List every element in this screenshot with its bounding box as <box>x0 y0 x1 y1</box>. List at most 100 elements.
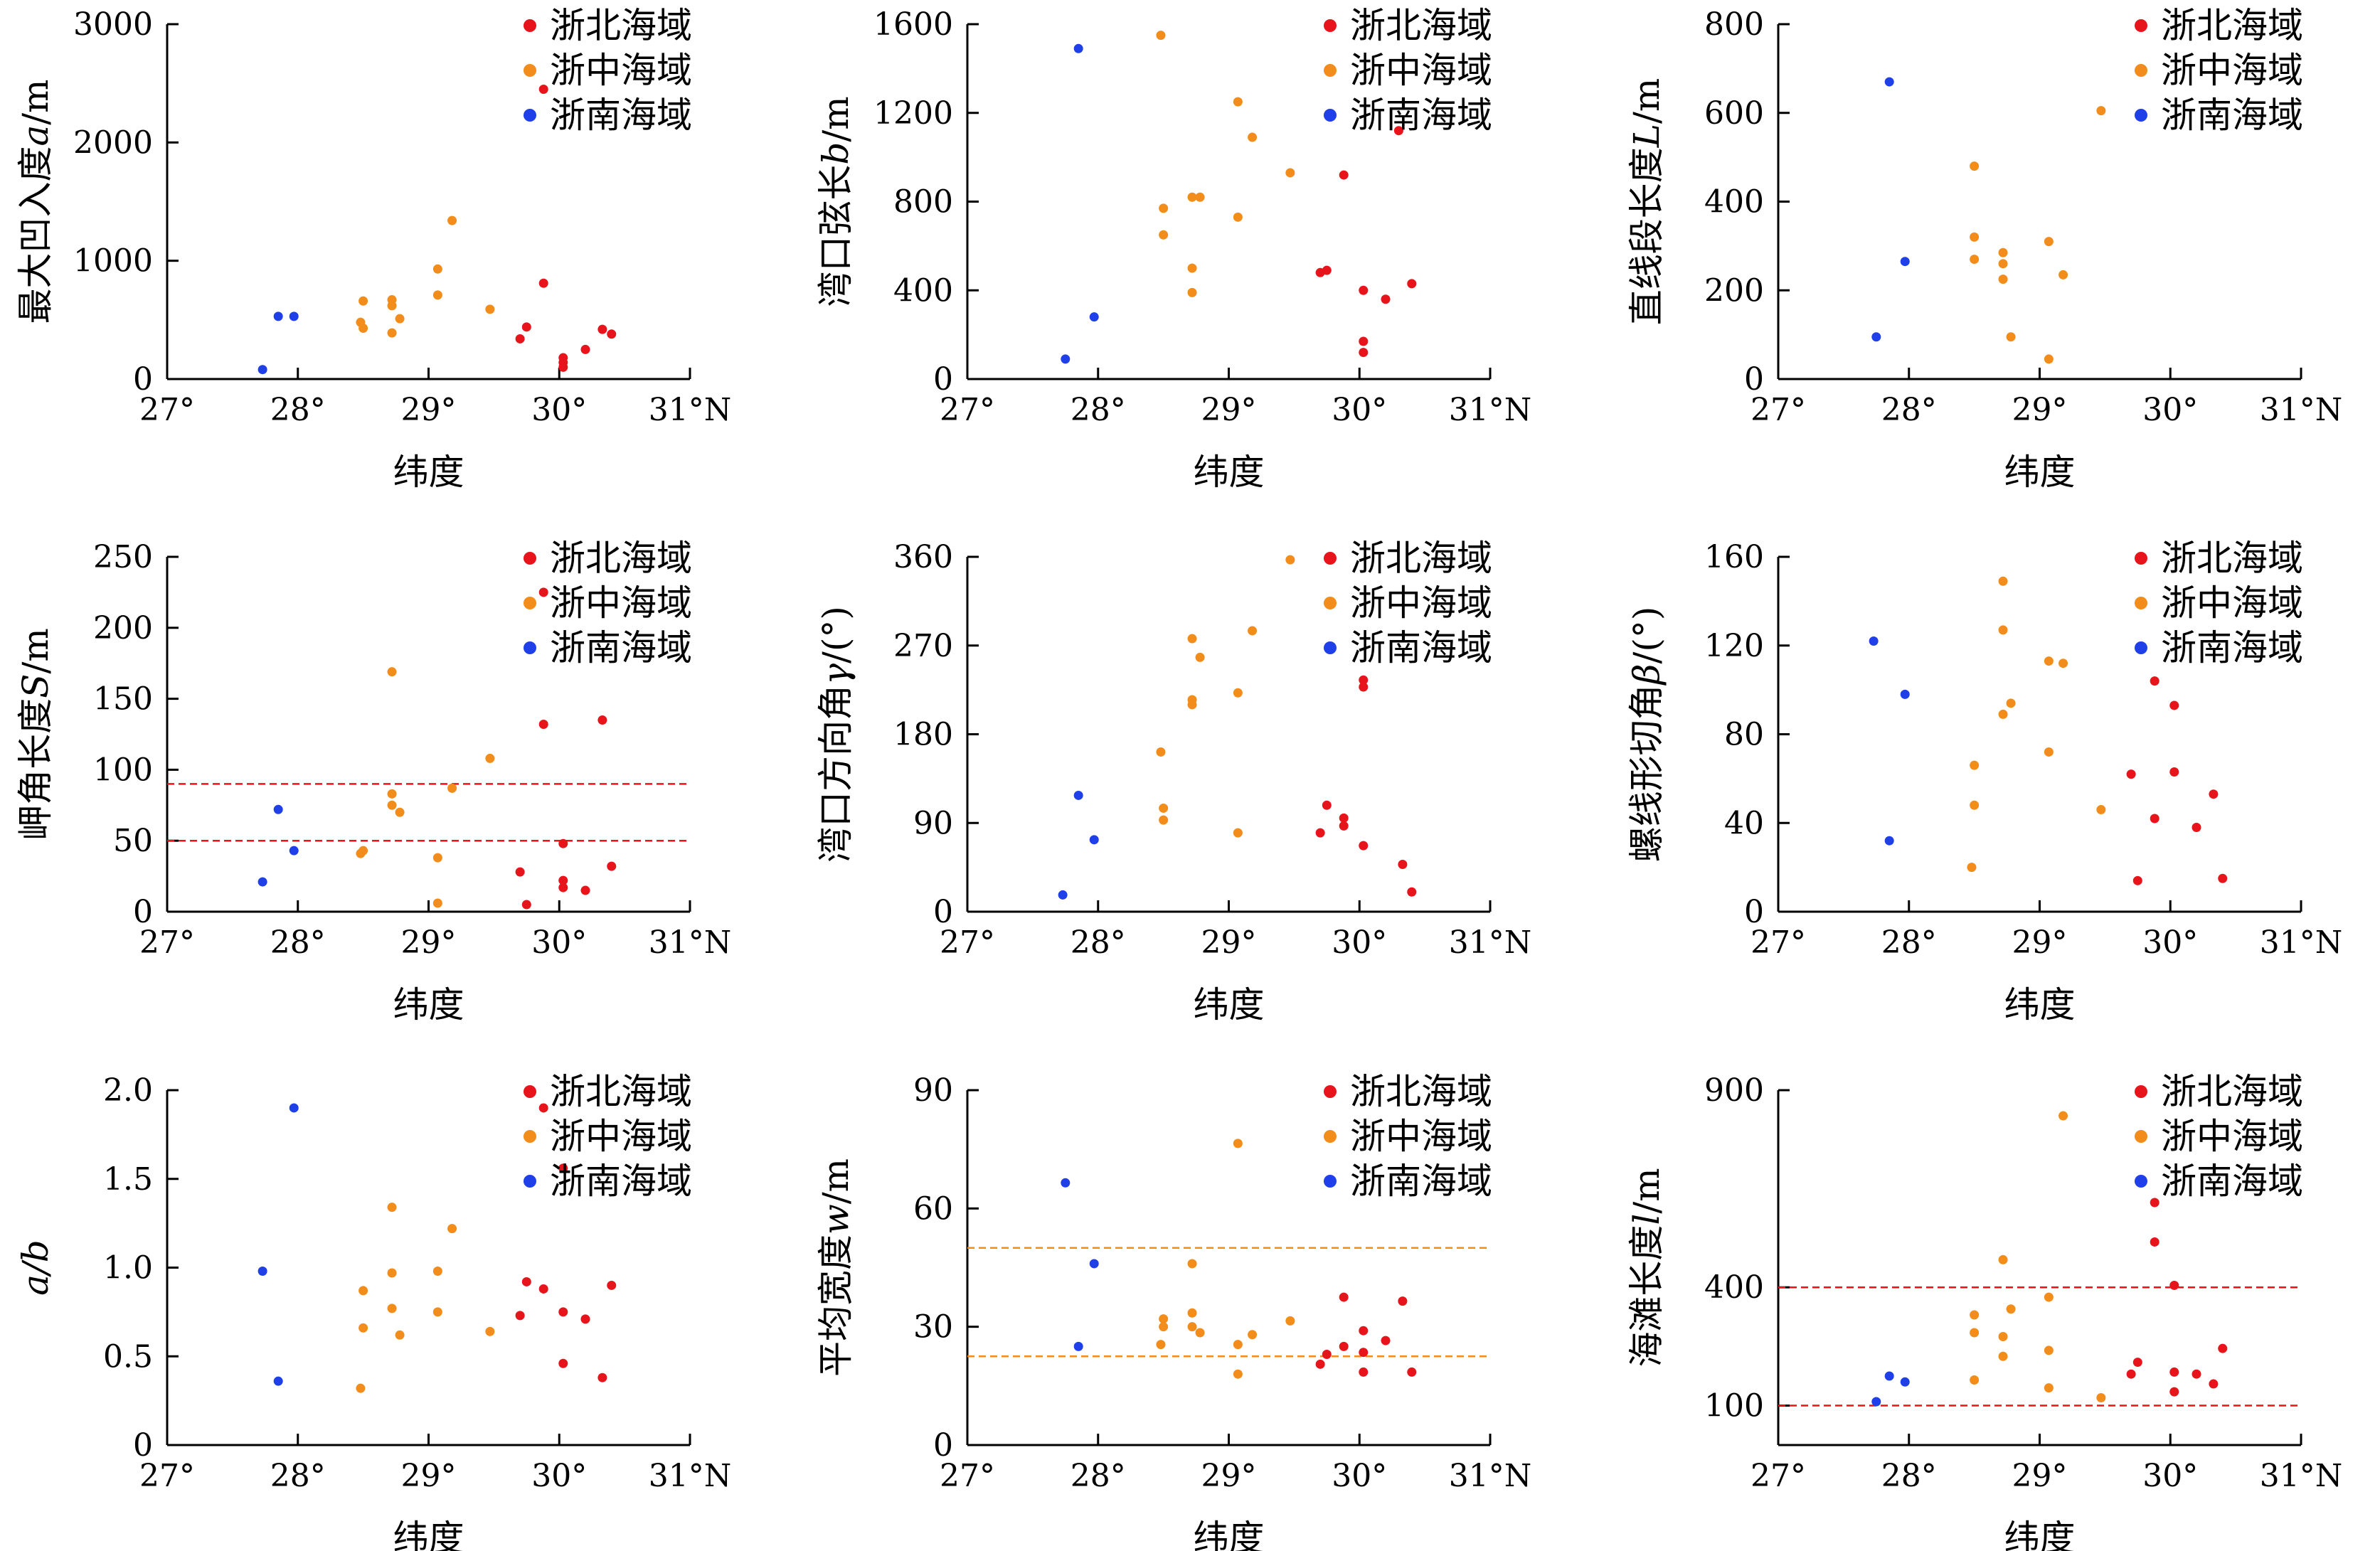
x-tick-label: 28° <box>1071 392 1126 428</box>
y-tick-label: 60 <box>913 1190 953 1227</box>
y-axis-label-part: S <box>15 674 56 698</box>
data-point <box>1967 863 1977 873</box>
data-point <box>1195 652 1205 662</box>
data-point <box>2150 676 2159 686</box>
chart-panel-5: 27° 28° 29° 30° 31°N 0 90 180 270 360 浙北海域浙中海域浙南海域… <box>815 538 1531 1025</box>
data-point <box>1871 332 1881 342</box>
data-point <box>1233 1369 1243 1379</box>
data-point <box>558 1358 568 1368</box>
data-point <box>1089 1259 1099 1269</box>
data-point <box>1073 790 1083 800</box>
legend-label: 浙北海域 <box>550 1071 692 1112</box>
y-tick-label: 0 <box>1744 894 1764 930</box>
y-tick-label: 900 <box>1704 1072 1764 1109</box>
x-axis-label: 纬度 <box>2004 1518 2076 1551</box>
x-tick-label: 31°N <box>649 924 732 961</box>
y-axis-label-part: 湾口弦长 <box>815 165 856 307</box>
legend-marker <box>524 1085 536 1098</box>
legend-marker <box>524 552 536 565</box>
data-point <box>1900 257 1910 267</box>
data-point <box>1398 859 1408 869</box>
legend-label: 浙中海域 <box>1350 50 1492 91</box>
data-point <box>538 1284 548 1294</box>
data-point <box>289 311 299 321</box>
x-axis-label: 纬度 <box>2004 984 2076 1025</box>
legend-label: 浙南海域 <box>2161 627 2303 668</box>
data-point <box>2126 1369 2136 1379</box>
x-axis-label: 纬度 <box>1194 1518 1265 1551</box>
data-point <box>1156 1340 1166 1350</box>
data-point <box>2096 1392 2106 1402</box>
legend-label: 浙南海域 <box>550 1161 692 1202</box>
chart-panel-4: 27° 28° 29° 30° 31°N 0 50 100 150 200 250 浙北海域浙中海域浙… <box>15 538 731 1025</box>
legend-marker <box>1324 641 1337 654</box>
data-point <box>1073 1341 1083 1351</box>
data-point <box>1970 1310 1980 1320</box>
data-point <box>580 885 590 895</box>
y-axis-label: 平均宽度w/m <box>815 1158 856 1377</box>
legend-label: 浙北海域 <box>2161 5 2303 46</box>
data-point <box>447 215 457 225</box>
y-tick-label: 800 <box>893 184 953 220</box>
data-point <box>2058 270 2068 279</box>
legend-label: 浙北海域 <box>2161 538 2303 579</box>
x-axis-label: 纬度 <box>393 1518 464 1551</box>
data-point <box>521 900 531 910</box>
data-point <box>2044 237 2054 247</box>
y-tick-label: 250 <box>93 539 153 575</box>
y-tick-label: 30 <box>913 1309 953 1345</box>
data-point <box>2044 747 2054 757</box>
data-point <box>1359 348 1369 358</box>
data-point <box>1187 700 1197 710</box>
y-axis-label-part: 螺线形切角 <box>1626 684 1667 862</box>
x-tick-label: 29° <box>2012 1458 2068 1494</box>
data-point <box>257 365 267 375</box>
data-point <box>2209 1379 2219 1389</box>
data-point <box>1195 1328 1205 1338</box>
legend-label: 浙南海域 <box>550 95 692 136</box>
data-point <box>1187 192 1197 202</box>
y-axis-label-part: /m <box>1626 78 1667 124</box>
x-tick-label: 27° <box>139 1458 195 1494</box>
y-tick-label: 1200 <box>873 95 953 132</box>
data-point <box>1233 688 1243 698</box>
data-point <box>432 264 442 274</box>
data-point <box>2209 789 2219 799</box>
legend-label: 浙中海域 <box>550 582 692 624</box>
legend-marker <box>1324 19 1337 32</box>
legend-label: 浙南海域 <box>1350 627 1492 668</box>
data-point <box>1407 1367 1417 1377</box>
data-point <box>1315 828 1325 838</box>
data-point <box>597 324 607 334</box>
legend-marker <box>2135 552 2147 565</box>
legend-marker <box>1324 1130 1337 1143</box>
legend-marker <box>524 1130 536 1143</box>
data-point <box>580 1314 590 1324</box>
y-tick-label: 100 <box>93 752 153 788</box>
data-point <box>1322 800 1332 810</box>
y-tick-label: 800 <box>1704 6 1764 43</box>
y-axis-label-part: β <box>1626 663 1667 686</box>
data-point <box>2006 698 2016 708</box>
legend-marker <box>1324 552 1337 565</box>
y-axis-label-part: 平均宽度 <box>815 1235 856 1377</box>
legend-label: 浙北海域 <box>550 538 692 579</box>
y-tick-label: 180 <box>893 717 953 753</box>
x-axis-label: 纬度 <box>1194 984 1265 1025</box>
y-tick-label: 400 <box>1704 1269 1764 1306</box>
data-point <box>2006 332 2016 342</box>
x-axis-label: 纬度 <box>393 984 464 1025</box>
y-axis-label: 湾口弦长b/m <box>815 96 856 307</box>
y-tick-label: 2000 <box>73 124 153 161</box>
x-tick-label: 27° <box>139 924 195 961</box>
data-point <box>395 1330 405 1340</box>
legend-label: 浙南海域 <box>1350 95 1492 136</box>
data-point <box>2126 769 2136 779</box>
data-point <box>1970 800 1980 810</box>
data-point <box>1073 43 1083 53</box>
x-tick-label: 28° <box>1881 392 1937 428</box>
data-point <box>2044 1345 2054 1355</box>
y-tick-label: 1.5 <box>103 1161 153 1198</box>
data-point <box>432 1266 442 1276</box>
legend-marker <box>1324 1175 1337 1188</box>
